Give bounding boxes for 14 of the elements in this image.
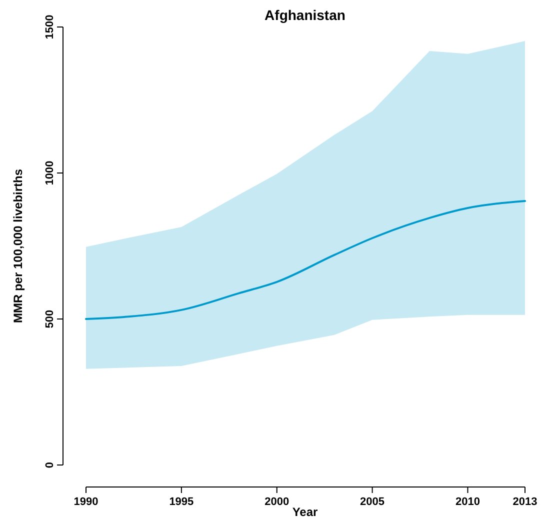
y-tick-label: 1000 [44, 160, 56, 186]
x-tick-label: 1995 [169, 496, 194, 508]
x-axis-title: Year [292, 505, 318, 519]
y-tick-label: 0 [44, 462, 56, 468]
x-tick-label: 2010 [455, 496, 480, 508]
x-tick-label: 2005 [360, 496, 385, 508]
y-axis-title: MMR per 100,000 livebirths [11, 168, 25, 324]
y-tick-label: 1500 [44, 14, 56, 40]
x-tick-label: 1990 [74, 496, 98, 508]
line-series [85, 200, 526, 320]
x-tick-label: 2013 [512, 496, 538, 508]
y-tick-label: 500 [44, 310, 56, 328]
x-tick-label: 2000 [264, 496, 290, 508]
chart-title: Afghanistan [264, 7, 346, 23]
